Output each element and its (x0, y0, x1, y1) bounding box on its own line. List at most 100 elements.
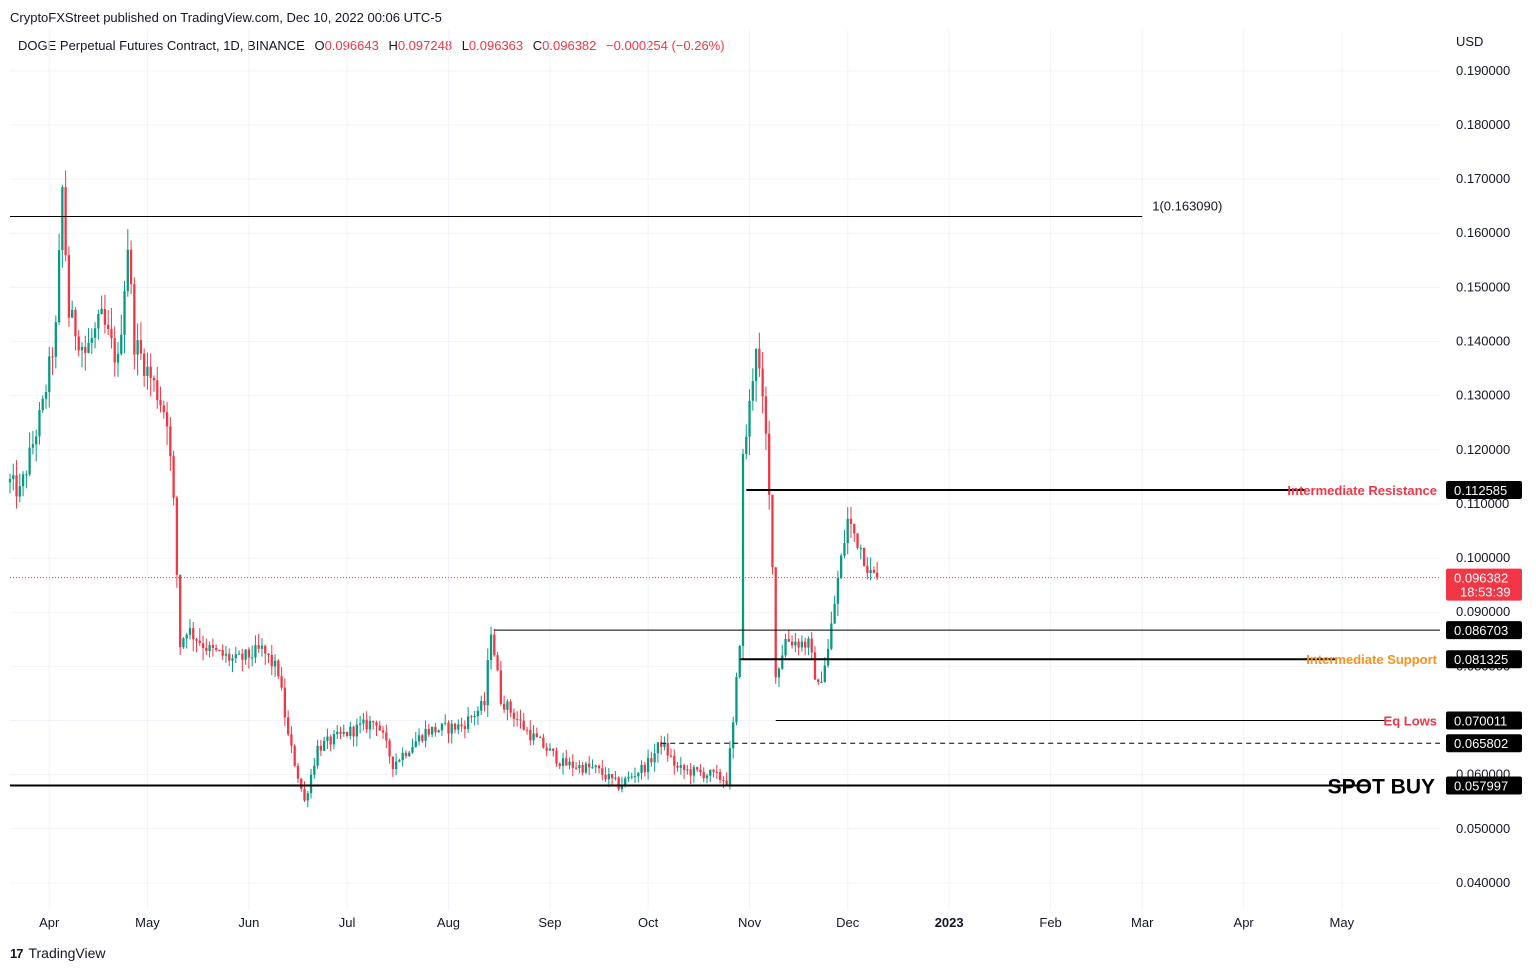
candle-body (735, 677, 738, 723)
candle (358, 715, 362, 734)
candle-body (522, 720, 525, 730)
candle (247, 647, 251, 669)
candle-body (607, 773, 610, 780)
candle (800, 635, 804, 652)
candle (12, 463, 15, 491)
candle (653, 743, 656, 772)
candle (568, 757, 571, 770)
candle-body (339, 731, 342, 734)
candle-body (51, 356, 54, 358)
candle-body (77, 336, 80, 351)
candle (630, 772, 633, 780)
candle-body (650, 758, 653, 763)
candle-body (823, 665, 826, 682)
candle (385, 724, 388, 749)
candle-body (421, 735, 424, 741)
candle-body (54, 322, 57, 357)
candle-body (709, 769, 712, 776)
price-tag: 0.112585 (1446, 480, 1522, 499)
candle-body (840, 555, 843, 579)
candle (146, 352, 149, 390)
candle (25, 470, 28, 489)
time-axis: Apr May Jun Jul Aug Sep Oct Nov Dec 2023 Feb Mar Apr… (39, 915, 1354, 930)
candle-body (862, 547, 866, 566)
candle-body (18, 486, 21, 497)
candle-body (273, 660, 277, 667)
candle (287, 710, 290, 737)
candle (35, 429, 38, 462)
candle-body (234, 654, 237, 659)
candle (509, 699, 512, 718)
candle-body (264, 645, 267, 654)
price-tick-label: 0.170000 (1456, 171, 1510, 186)
candle (728, 741, 732, 790)
candle (77, 330, 80, 357)
candle-body (417, 735, 421, 742)
candle (126, 229, 129, 297)
candle-body (876, 572, 879, 578)
candle (201, 635, 205, 661)
candle (787, 629, 790, 643)
candle-body (372, 721, 375, 723)
candle (823, 657, 826, 683)
candle (751, 368, 754, 411)
candle (637, 771, 640, 783)
candle-body (218, 649, 221, 651)
candle-body (41, 398, 44, 411)
candle-body (781, 655, 784, 669)
tradingview-brand[interactable]: 17 TradingView (10, 945, 106, 961)
candle (493, 628, 496, 657)
grid-lines (10, 30, 1440, 910)
price-tag: 0.086703 (1446, 621, 1522, 640)
candle (113, 326, 116, 377)
candle-body (93, 328, 97, 338)
candle-body (179, 574, 182, 648)
candle-body (552, 748, 555, 751)
candle-body (25, 474, 28, 476)
candle (699, 764, 702, 776)
candle-body (270, 655, 273, 667)
candle (270, 644, 273, 676)
candle-body (588, 763, 591, 768)
candle (578, 760, 581, 774)
symbol-name[interactable]: DOGE Perpetual Futures Contract, 1D, BIN… (18, 38, 305, 53)
candle-body (198, 640, 201, 644)
candle (391, 756, 395, 777)
candle-body (201, 643, 205, 648)
candle (781, 644, 784, 671)
candle (601, 760, 604, 781)
candle-body (689, 769, 692, 776)
candle-body (745, 436, 748, 455)
candle-body (826, 648, 830, 666)
candle (702, 767, 705, 783)
candle (725, 772, 728, 787)
candle-body (751, 381, 754, 401)
candle (100, 295, 103, 315)
candle-body (512, 712, 516, 720)
candle (774, 566, 777, 684)
candle-body (483, 701, 486, 706)
candle (129, 240, 133, 294)
candle-body (303, 788, 306, 801)
candle-body (375, 722, 378, 726)
candle (660, 735, 663, 755)
candle-body (856, 533, 859, 548)
candle (607, 768, 610, 788)
candle-body (332, 734, 336, 745)
candle (709, 769, 712, 782)
candle-body (725, 780, 728, 785)
candle (588, 756, 591, 776)
candle (689, 763, 692, 784)
low-value: 0.096363 (468, 38, 524, 53)
candle-body (336, 731, 339, 735)
candle-body (447, 722, 450, 734)
candle-body (591, 767, 594, 769)
candle (345, 731, 349, 738)
time-tick-label: Apr (1234, 915, 1255, 930)
candle-body (525, 729, 529, 731)
candle (830, 611, 833, 651)
time-tick-label: Dec (836, 915, 860, 930)
candle-body (529, 730, 532, 741)
